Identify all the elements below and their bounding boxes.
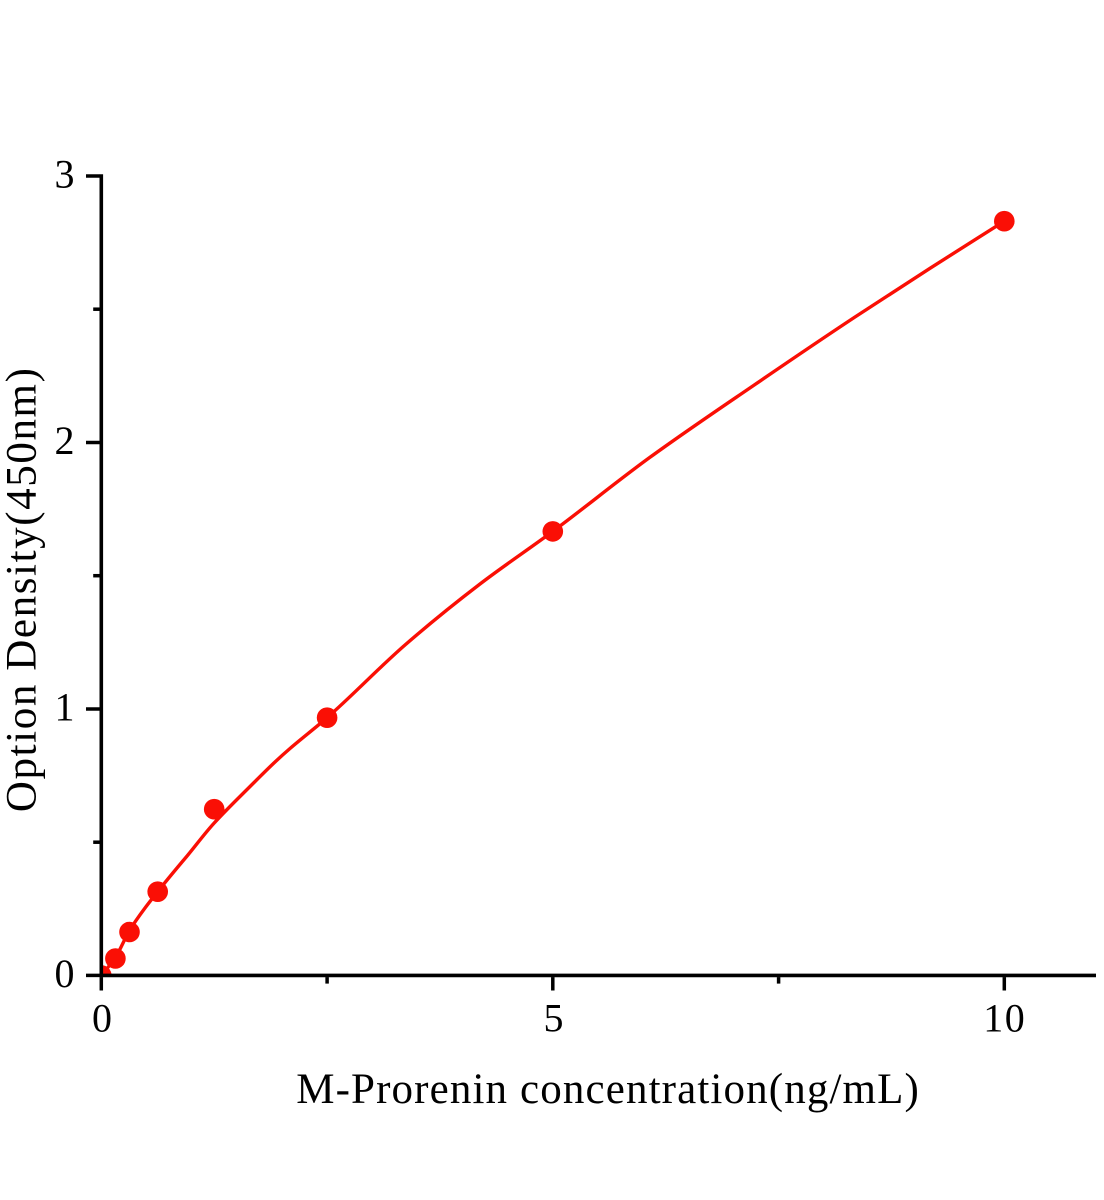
svg-text:10: 10 [983,996,1026,1041]
svg-text:3: 3 [55,151,75,196]
svg-text:M-Prorenin concentration(ng/mL: M-Prorenin concentration(ng/mL) [296,1066,920,1113]
svg-text:2: 2 [55,418,75,463]
svg-text:Option Density(450nm): Option Density(450nm) [0,366,46,812]
svg-text:0: 0 [92,996,112,1041]
svg-text:5: 5 [544,996,564,1041]
svg-text:0: 0 [55,951,75,996]
svg-text:1: 1 [55,684,75,729]
